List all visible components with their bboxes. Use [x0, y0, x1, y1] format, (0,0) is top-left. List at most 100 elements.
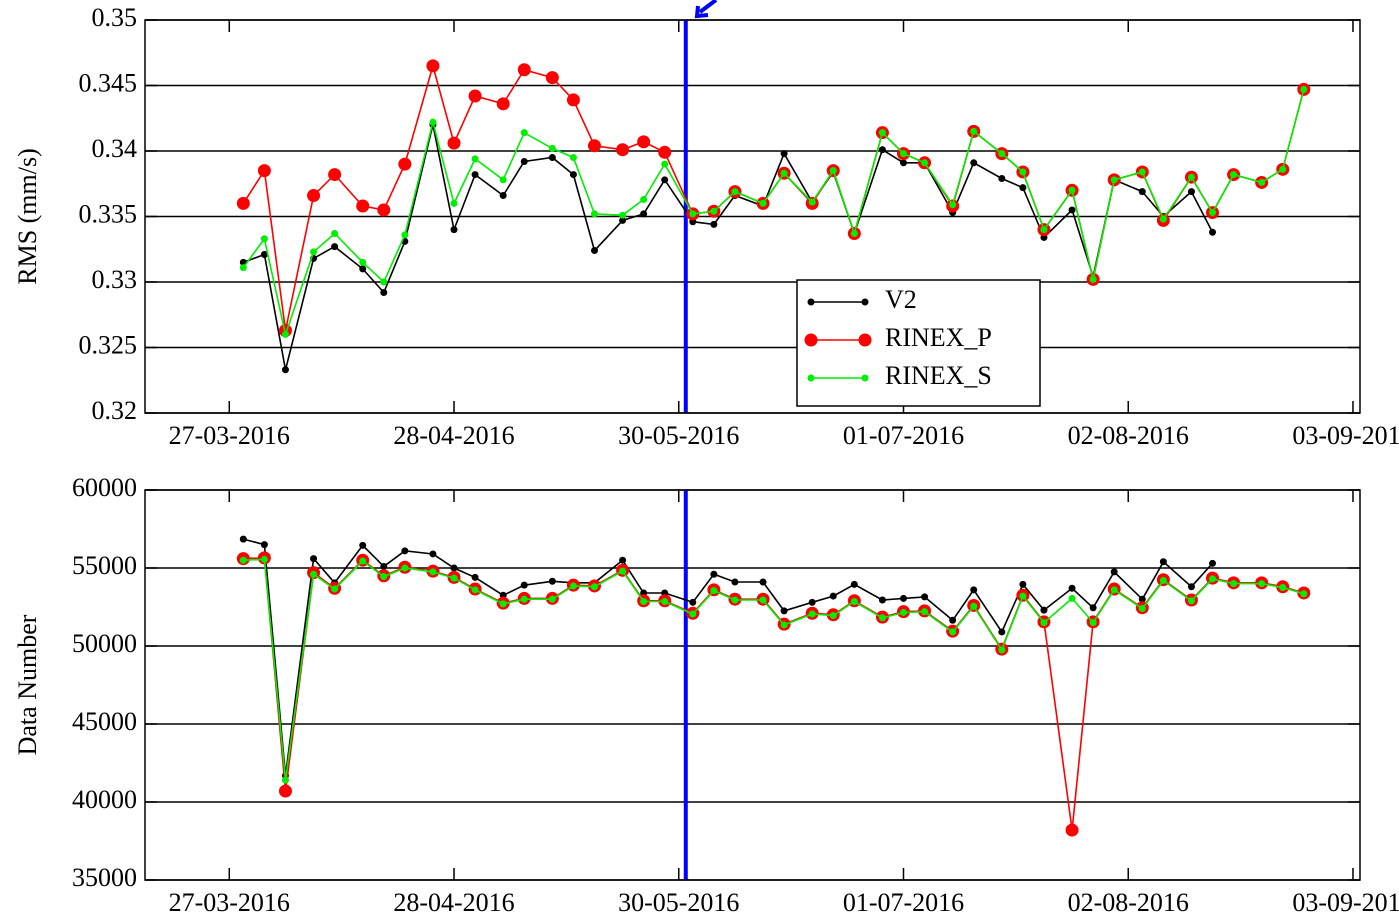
data-point [1138, 595, 1146, 603]
data-point [590, 247, 598, 255]
data-point [780, 150, 788, 158]
data-point [331, 585, 339, 593]
data-point [1110, 176, 1118, 184]
x-tick-label: 02-08-2016 [1068, 421, 1189, 450]
data-point [520, 581, 528, 589]
data-point [780, 607, 788, 615]
data-point [310, 248, 318, 256]
data-point [970, 586, 978, 594]
data-point [1138, 168, 1146, 176]
series-line [243, 538, 1214, 776]
x-tick-label: 28-04-2016 [393, 421, 514, 450]
data-point [359, 265, 367, 273]
data-point [640, 598, 648, 606]
data-point [236, 196, 250, 210]
y-axis-label: RMS (mm/s) [13, 148, 42, 285]
data-point [260, 235, 268, 243]
data-point [310, 570, 318, 578]
data-point [401, 231, 409, 239]
data-point [616, 143, 630, 157]
data-point [878, 596, 886, 604]
y-tick-label: 0.335 [79, 199, 138, 228]
y-tick-label: 60000 [72, 473, 137, 502]
data-point [450, 226, 458, 234]
data-point [281, 366, 289, 374]
data-point [569, 154, 577, 162]
data-point [1209, 228, 1217, 236]
data-point [731, 188, 739, 196]
data-point [450, 574, 458, 582]
series-line [242, 89, 1305, 338]
data-point [548, 154, 556, 162]
x-tick-label: 30-05-2016 [618, 421, 739, 450]
data-point [359, 557, 367, 565]
data-point [471, 155, 479, 163]
data-point [878, 129, 886, 137]
legend-swatch [804, 333, 818, 347]
data-point [1110, 586, 1118, 594]
data-point [401, 547, 409, 555]
data-point [899, 159, 907, 167]
data-point [1300, 590, 1308, 598]
data-point [587, 139, 601, 153]
data-point [310, 555, 318, 563]
x-tick-label: 28-04-2016 [393, 888, 514, 917]
data-point [1040, 619, 1048, 627]
data-point [331, 230, 339, 238]
data-point [471, 586, 479, 594]
data-point [1089, 604, 1097, 612]
data-point [1258, 580, 1266, 588]
y-tick-label: 0.325 [79, 330, 138, 359]
data-point [998, 628, 1006, 636]
data-point [548, 577, 556, 585]
plot-frame [144, 19, 1361, 414]
data-point [260, 250, 268, 258]
data-point [1019, 168, 1027, 176]
data-point [808, 598, 816, 606]
data-point [1089, 275, 1097, 283]
data-point [759, 199, 767, 207]
y-tick-label: 0.345 [79, 68, 138, 97]
data-point [710, 207, 718, 215]
data-point [1279, 584, 1287, 591]
data-point [471, 573, 479, 581]
data-point [450, 564, 458, 572]
data-point [731, 578, 739, 586]
data-point [689, 598, 697, 606]
data-point [731, 596, 739, 604]
legend-label: RINEX_S [885, 361, 992, 390]
legend-label: V2 [885, 285, 917, 314]
data-point [970, 127, 978, 135]
data-point [899, 594, 907, 602]
data-point [921, 608, 929, 616]
data-point [359, 541, 367, 549]
data-point [1068, 584, 1076, 592]
y-tick-label: 35000 [72, 863, 137, 892]
data-point [278, 784, 292, 798]
y-tick-label: 0.32 [92, 396, 138, 425]
data-point [380, 573, 388, 581]
x-tick-label: 03-09-2016 [1292, 888, 1399, 917]
data-point [808, 198, 816, 206]
data-point [281, 330, 289, 338]
data-point [1068, 206, 1076, 214]
data-point [1110, 568, 1118, 576]
y-tick-label: 0.35 [92, 3, 138, 32]
data-point [569, 582, 577, 590]
data-point [619, 556, 627, 564]
y-tick-label: 50000 [72, 629, 137, 658]
data-point [829, 592, 837, 600]
data-point [640, 195, 648, 203]
data-point [1019, 184, 1027, 192]
data-point [619, 211, 627, 219]
data-point [239, 264, 247, 272]
data-point [759, 578, 767, 586]
data-point [921, 593, 929, 601]
data-point [471, 171, 479, 179]
data-point [661, 160, 669, 168]
data-point [377, 203, 391, 217]
data-point [998, 175, 1006, 183]
data-point [569, 171, 577, 179]
data-point [1187, 597, 1195, 605]
data-point [1040, 226, 1048, 234]
